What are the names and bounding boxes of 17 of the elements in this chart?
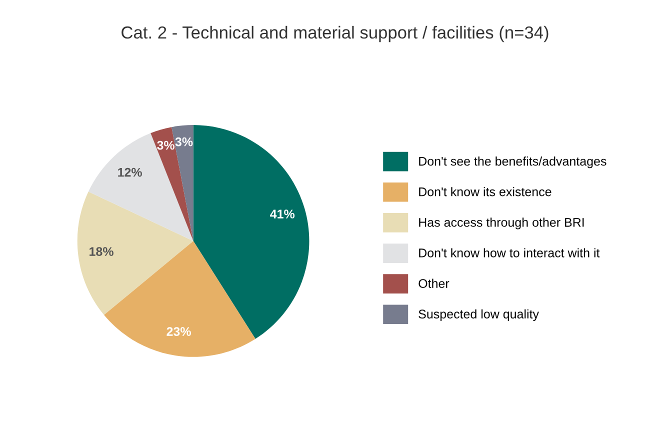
legend-label: Other [418, 278, 450, 288]
data-label: 23% [166, 327, 191, 336]
data-label: 41% [270, 210, 295, 218]
legend-label: Has access through other BRI [419, 218, 584, 230]
data-label: 3% [175, 137, 193, 146]
legend-label: Don't know its existence [419, 187, 552, 196]
pie-slice [77, 192, 194, 315]
legend-label: Don't know how to interact with it [419, 248, 600, 258]
pie-slice [193, 125, 310, 339]
legend-label: Don't see the benefits/advantages [419, 156, 606, 168]
pie-slice [88, 133, 194, 241]
data-label: 12% [118, 168, 142, 177]
data-label: 3% [157, 140, 175, 150]
data-label: 18% [90, 247, 114, 256]
chart-title: Cat. 2 - Technical and material support / facilities (n=34) [122, 26, 548, 42]
legend-label: Suspected low quality [418, 309, 539, 321]
pie-slice [150, 127, 194, 241]
